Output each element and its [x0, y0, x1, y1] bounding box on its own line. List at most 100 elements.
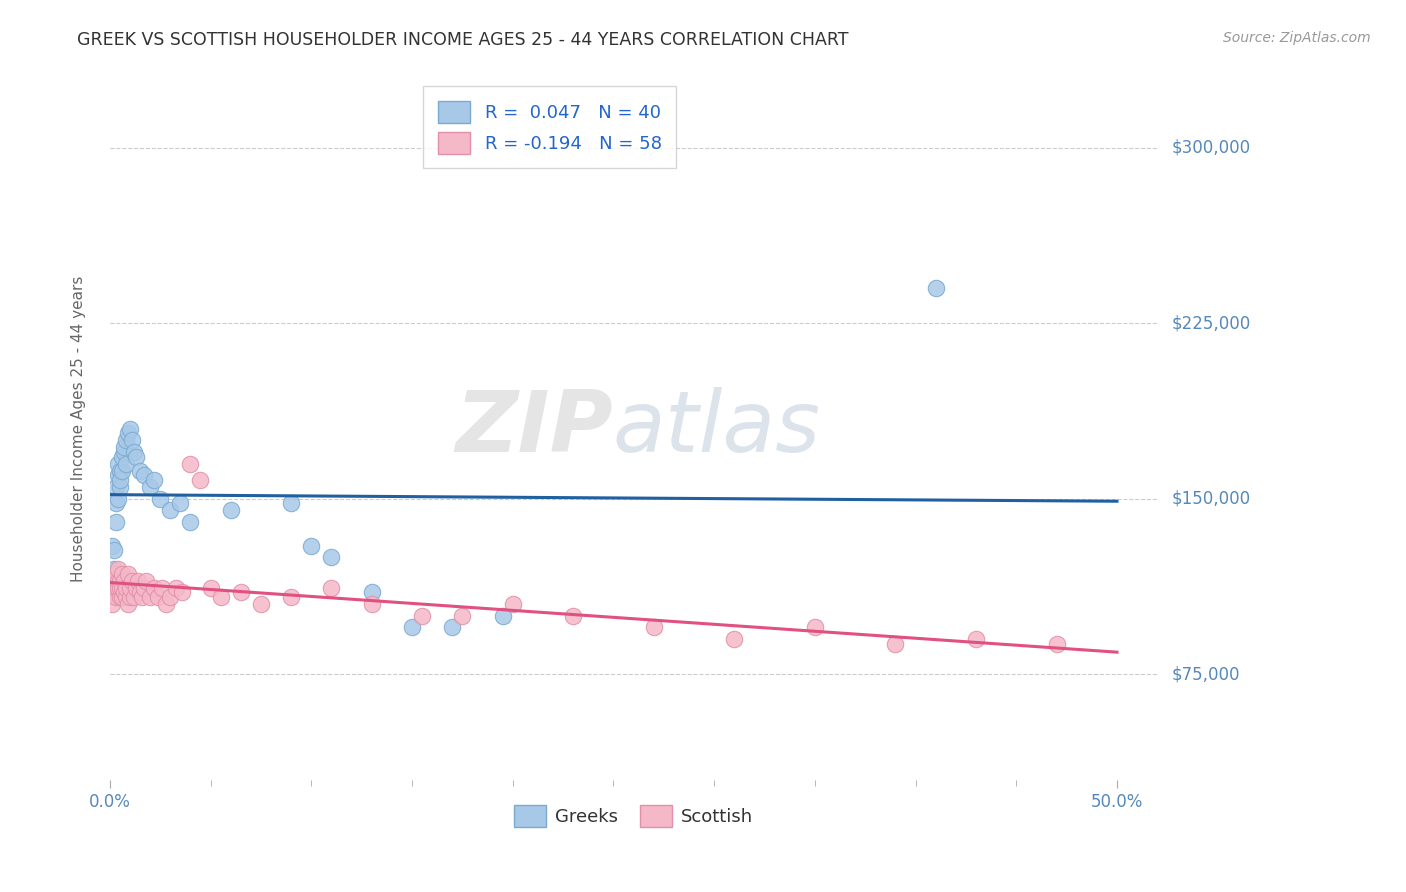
Point — [111, 464, 134, 478]
Point — [117, 566, 139, 581]
Point — [125, 450, 148, 464]
Point — [108, 464, 131, 478]
Point — [103, 574, 125, 588]
Point — [111, 566, 134, 581]
Point — [280, 590, 302, 604]
Point — [122, 590, 145, 604]
Point — [127, 574, 149, 588]
Point — [117, 597, 139, 611]
Point — [143, 581, 166, 595]
Point — [321, 550, 343, 565]
Point — [107, 562, 129, 576]
Point — [107, 574, 129, 588]
Point — [115, 434, 138, 448]
Point — [115, 581, 138, 595]
Point — [111, 590, 134, 604]
Point — [155, 597, 177, 611]
Point — [299, 539, 322, 553]
Point — [107, 468, 129, 483]
Point — [104, 566, 127, 581]
Point — [149, 491, 172, 506]
Point — [107, 581, 129, 595]
Point — [169, 496, 191, 510]
Point — [411, 608, 433, 623]
Point — [118, 590, 141, 604]
Point — [360, 585, 382, 599]
Point — [179, 515, 201, 529]
Point — [104, 590, 127, 604]
Point — [129, 464, 152, 478]
Text: $300,000: $300,000 — [1171, 138, 1250, 157]
Text: $150,000: $150,000 — [1171, 490, 1250, 508]
Point — [107, 491, 129, 506]
Point — [129, 585, 152, 599]
Point — [925, 281, 948, 295]
Point — [101, 539, 124, 553]
Point — [209, 590, 232, 604]
Point — [111, 450, 134, 464]
Point — [118, 581, 141, 595]
Point — [132, 468, 155, 483]
Y-axis label: Householder Income Ages 25 - 44 years: Householder Income Ages 25 - 44 years — [72, 276, 86, 582]
Point — [112, 445, 135, 459]
Point — [150, 581, 173, 595]
Point — [122, 445, 145, 459]
Point — [115, 590, 138, 604]
Legend: Greeks, Scottish: Greeks, Scottish — [506, 797, 761, 834]
Point — [108, 590, 131, 604]
Point — [111, 581, 134, 595]
Point — [360, 597, 382, 611]
Point — [148, 590, 170, 604]
Point — [108, 581, 131, 595]
Point — [104, 480, 127, 494]
Point — [200, 581, 222, 595]
Text: $75,000: $75,000 — [1171, 665, 1240, 683]
Point — [125, 581, 148, 595]
Point — [280, 496, 302, 510]
Point — [441, 620, 464, 634]
Point — [165, 581, 187, 595]
Point — [179, 457, 201, 471]
Point — [1045, 637, 1067, 651]
Point — [139, 590, 162, 604]
Text: Source: ZipAtlas.com: Source: ZipAtlas.com — [1223, 31, 1371, 45]
Point — [112, 574, 135, 588]
Point — [190, 473, 212, 487]
Point — [108, 574, 131, 588]
Point — [108, 473, 131, 487]
Point — [121, 574, 143, 588]
Point — [401, 620, 423, 634]
Point — [159, 503, 181, 517]
Point — [321, 581, 343, 595]
Point — [643, 620, 665, 634]
Point — [139, 480, 162, 494]
Point — [103, 585, 125, 599]
Point — [117, 426, 139, 441]
Point — [115, 457, 138, 471]
Point — [451, 608, 474, 623]
Point — [118, 421, 141, 435]
Point — [172, 585, 194, 599]
Point — [804, 620, 827, 634]
Point — [965, 632, 987, 647]
Point — [108, 480, 131, 494]
Point — [103, 543, 125, 558]
Point — [107, 457, 129, 471]
Point — [143, 473, 166, 487]
Point — [112, 585, 135, 599]
Point — [229, 585, 252, 599]
Point — [135, 574, 157, 588]
Point — [104, 496, 127, 510]
Point — [723, 632, 745, 647]
Point — [112, 440, 135, 454]
Point — [491, 608, 513, 623]
Point — [502, 597, 524, 611]
Point — [562, 608, 585, 623]
Text: atlas: atlas — [613, 387, 821, 470]
Point — [219, 503, 242, 517]
Point — [101, 597, 124, 611]
Point — [104, 581, 127, 595]
Point — [159, 590, 181, 604]
Point — [132, 581, 155, 595]
Point — [104, 515, 127, 529]
